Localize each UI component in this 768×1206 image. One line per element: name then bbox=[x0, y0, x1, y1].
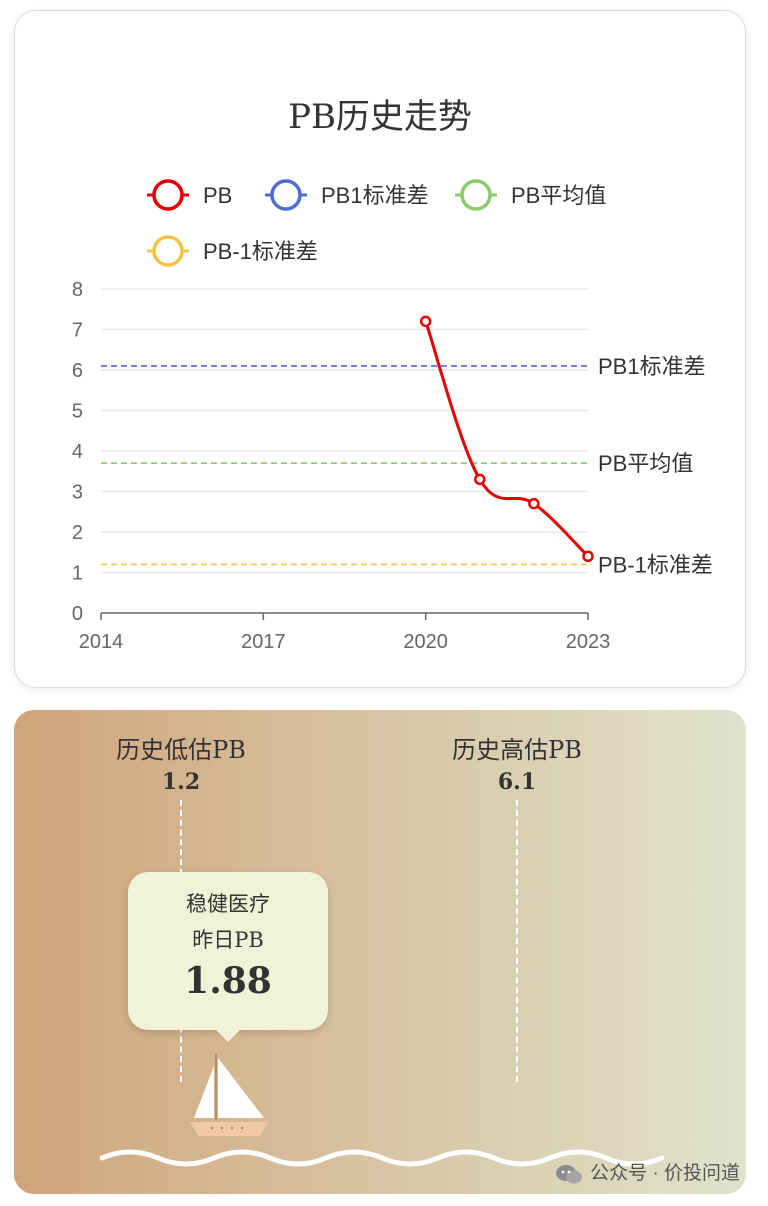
data-point bbox=[528, 497, 540, 510]
chart-title: PB历史走势 bbox=[288, 97, 472, 137]
valuation-panel: 历史低估PB 1.2 历史高估PB 6.1 稳健医疗 昨日PB 1.88 公众号… bbox=[14, 710, 746, 1194]
series-line-0 bbox=[424, 320, 590, 558]
reference-label-2: PB-1标准差 bbox=[598, 552, 713, 577]
legend-label-0: PB bbox=[203, 183, 232, 208]
watermark-text: 公众号 · 价投问道 bbox=[590, 1163, 740, 1185]
low-pb-title: 历史低估PB bbox=[116, 736, 246, 764]
wave-decoration bbox=[100, 1149, 665, 1167]
x-tick-label: 2017 bbox=[241, 631, 286, 653]
high-pb-value: 6.1 bbox=[497, 769, 537, 795]
legend-label-3: PB-1标准差 bbox=[203, 239, 318, 264]
reference-label-1: PB平均值 bbox=[598, 451, 693, 476]
y-tick-label: 0 bbox=[72, 603, 83, 625]
legend-circle-icon-1 bbox=[270, 179, 302, 211]
pb-chart-card: PB历史走势 PB PB1标准差 PB平均值 PB-1标准差 0 1 2 3 4 5 6 7 8 2014… bbox=[14, 10, 746, 688]
low-pb-marker: 历史低估PB 1.2 bbox=[81, 730, 281, 795]
x-tick-label: 2014 bbox=[79, 631, 124, 653]
company-name: 稳健医疗 bbox=[186, 892, 270, 916]
x-tick-label: 2020 bbox=[403, 631, 448, 653]
data-point bbox=[582, 550, 594, 563]
data-point bbox=[474, 473, 486, 486]
pb-line-chart: PB PB1标准差 PB平均值 PB-1标准差 0 1 2 3 4 5 6 7 8 2014 2017 202… bbox=[72, 179, 713, 653]
y-tick-label: 1 bbox=[72, 563, 83, 585]
x-tick-label: 2023 bbox=[566, 631, 611, 653]
y-tick-label: 4 bbox=[72, 441, 83, 463]
high-pb-dashed-line bbox=[516, 800, 518, 1082]
watermark: 公众号 · 价投问道 bbox=[554, 1158, 740, 1186]
sailboat-icon bbox=[190, 1054, 268, 1136]
y-tick-label: 7 bbox=[72, 320, 83, 342]
legend-circle-icon-0 bbox=[152, 179, 184, 211]
legend-circle-icon-2 bbox=[460, 179, 492, 211]
y-tick-label: 5 bbox=[72, 401, 83, 423]
wechat-icon bbox=[556, 1165, 583, 1184]
current-pb-label: 昨日PB bbox=[192, 928, 264, 952]
high-pb-marker: 历史高估PB 6.1 bbox=[417, 730, 617, 795]
low-pb-value: 1.2 bbox=[161, 769, 201, 795]
y-tick-label: 6 bbox=[72, 360, 83, 382]
high-pb-title: 历史高估PB bbox=[452, 736, 582, 764]
data-point bbox=[419, 315, 432, 328]
reference-label-0: PB1标准差 bbox=[598, 354, 706, 379]
current-pb-bubble: 稳健医疗 昨日PB 1.88 bbox=[128, 872, 328, 1042]
current-pb-value: 1.88 bbox=[184, 960, 272, 1002]
y-tick-label: 2 bbox=[72, 522, 83, 544]
y-tick-label: 3 bbox=[72, 482, 83, 504]
legend-circle-icon-3 bbox=[152, 235, 184, 267]
legend-label-2: PB平均值 bbox=[511, 183, 606, 208]
legend-label-1: PB1标准差 bbox=[321, 183, 429, 208]
y-tick-label: 8 bbox=[72, 279, 83, 301]
